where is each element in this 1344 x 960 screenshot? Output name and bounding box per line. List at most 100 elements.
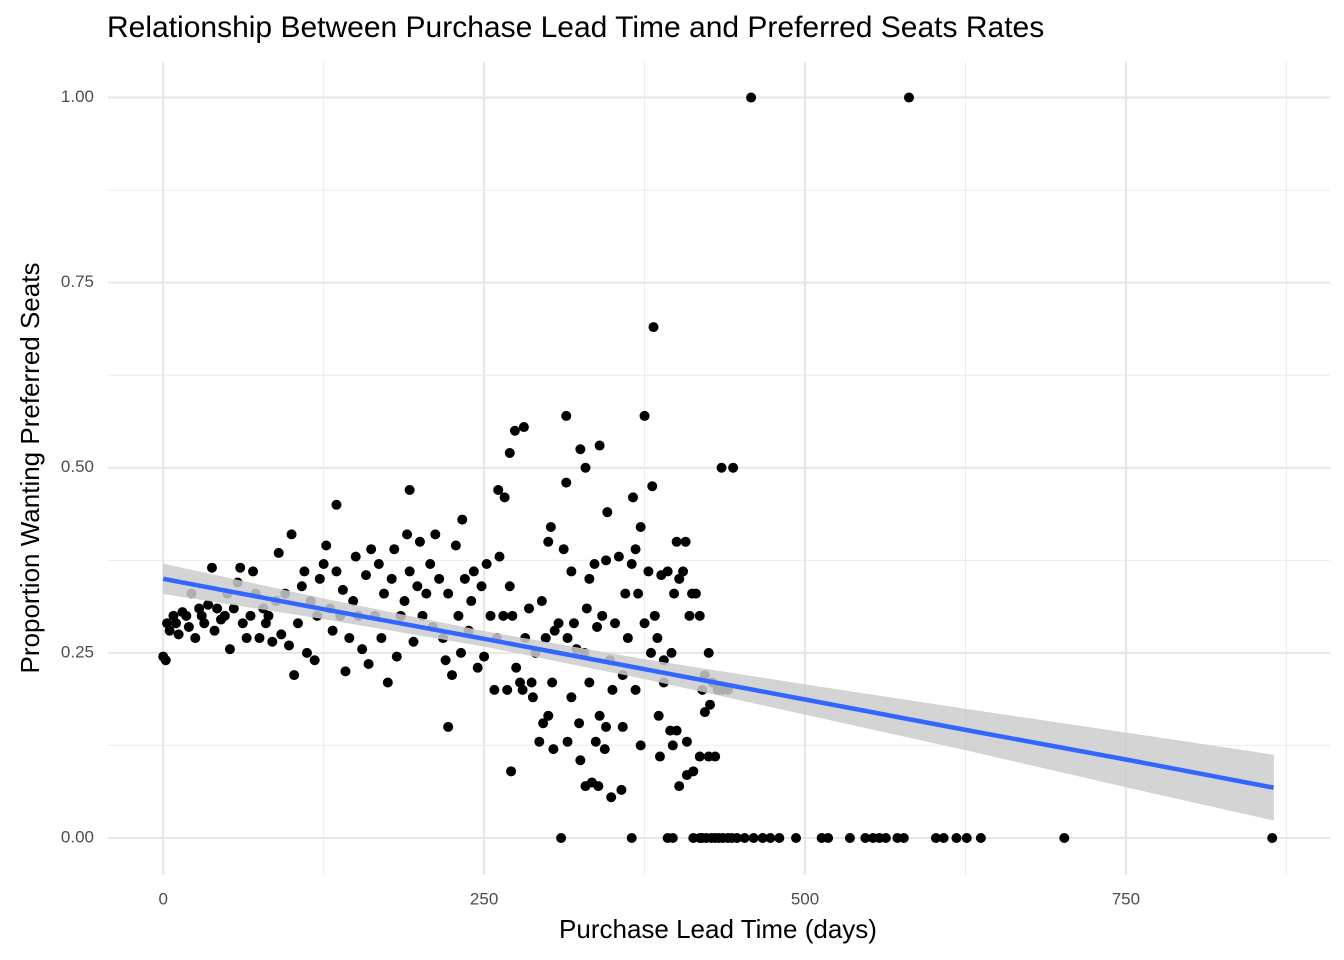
data-point: [190, 633, 201, 644]
data-point: [376, 633, 387, 644]
data-point: [472, 662, 483, 673]
data-point: [669, 588, 680, 599]
data-point: [639, 618, 650, 629]
data-point: [951, 832, 962, 843]
data-point: [589, 559, 600, 570]
data-point: [617, 721, 628, 732]
data-point: [602, 507, 613, 518]
data-point: [597, 610, 608, 621]
data-point: [276, 629, 287, 640]
data-point: [235, 562, 246, 573]
data-point: [476, 581, 487, 592]
data-point: [547, 677, 558, 688]
y-tick-label: 0.00: [61, 827, 94, 846]
data-point: [485, 610, 496, 621]
data-point: [610, 618, 621, 629]
data-point: [791, 832, 802, 843]
data-point: [199, 618, 210, 629]
data-point: [645, 647, 656, 658]
x-tick-label: 250: [470, 889, 498, 908]
data-point: [667, 740, 678, 751]
data-point: [283, 640, 294, 651]
data-point: [607, 684, 618, 695]
data-point: [412, 581, 423, 592]
data-point: [703, 647, 714, 658]
data-point: [493, 484, 504, 495]
chart-title: Relationship Between Purchase Lead Time …: [107, 11, 1044, 44]
data-point: [575, 755, 586, 766]
data-point: [616, 784, 627, 795]
data-point: [549, 625, 560, 636]
data-point: [348, 596, 359, 607]
data-point: [373, 559, 384, 570]
data-point: [765, 832, 776, 843]
data-point: [710, 751, 721, 762]
confidence-band: [804, 684, 966, 751]
data-point: [606, 792, 617, 803]
data-point: [594, 710, 605, 721]
data-point: [402, 529, 413, 540]
data-point: [245, 610, 256, 621]
data-point: [450, 540, 461, 551]
data-point: [748, 832, 759, 843]
data-point: [694, 751, 705, 762]
data-point: [254, 633, 265, 644]
x-tick-label: 750: [1112, 889, 1140, 908]
data-point: [507, 610, 518, 621]
data-point: [389, 544, 400, 555]
data-point: [662, 566, 673, 577]
data-point: [181, 610, 192, 621]
data-point: [566, 692, 577, 703]
data-point: [538, 718, 549, 729]
data-point: [622, 633, 633, 644]
data-point: [633, 588, 644, 599]
data-point: [592, 621, 603, 632]
data-point: [536, 596, 547, 607]
data-point: [447, 670, 458, 681]
data-point: [160, 655, 171, 666]
data-point: [593, 781, 604, 792]
data-point: [499, 492, 510, 503]
data-point: [457, 514, 468, 525]
data-point: [203, 599, 214, 610]
data-point: [289, 670, 300, 681]
data-point: [635, 521, 646, 532]
data-point: [527, 692, 538, 703]
data-point: [378, 588, 389, 599]
data-point: [318, 559, 329, 570]
data-point: [468, 566, 479, 577]
data-point: [327, 625, 338, 636]
data-point: [331, 499, 342, 510]
data-point: [440, 655, 451, 666]
data-point: [350, 551, 361, 562]
data-point: [183, 621, 194, 632]
data-point: [273, 547, 284, 558]
data-point: [386, 573, 397, 584]
data-point: [561, 477, 572, 488]
data-point: [627, 492, 638, 503]
data-point: [635, 740, 646, 751]
data-point: [694, 610, 705, 621]
data-point: [705, 699, 716, 710]
data-point: [526, 677, 537, 688]
data-point: [209, 625, 220, 636]
data-point: [504, 581, 515, 592]
data-point: [553, 618, 564, 629]
data-point: [481, 559, 492, 570]
data-point: [498, 610, 509, 621]
data-point: [164, 625, 175, 636]
data-point: [489, 684, 500, 695]
data-point: [731, 832, 742, 843]
data-point: [684, 610, 695, 621]
data-point: [574, 718, 585, 729]
data-point: [626, 559, 637, 570]
data-point: [690, 588, 701, 599]
data-point: [1267, 832, 1278, 843]
data-point: [575, 444, 586, 455]
data-point: [212, 603, 223, 614]
data-point: [404, 484, 415, 495]
data-point: [206, 562, 217, 573]
data-point: [930, 832, 941, 843]
confidence-band: [965, 708, 1127, 788]
data-point: [314, 573, 325, 584]
